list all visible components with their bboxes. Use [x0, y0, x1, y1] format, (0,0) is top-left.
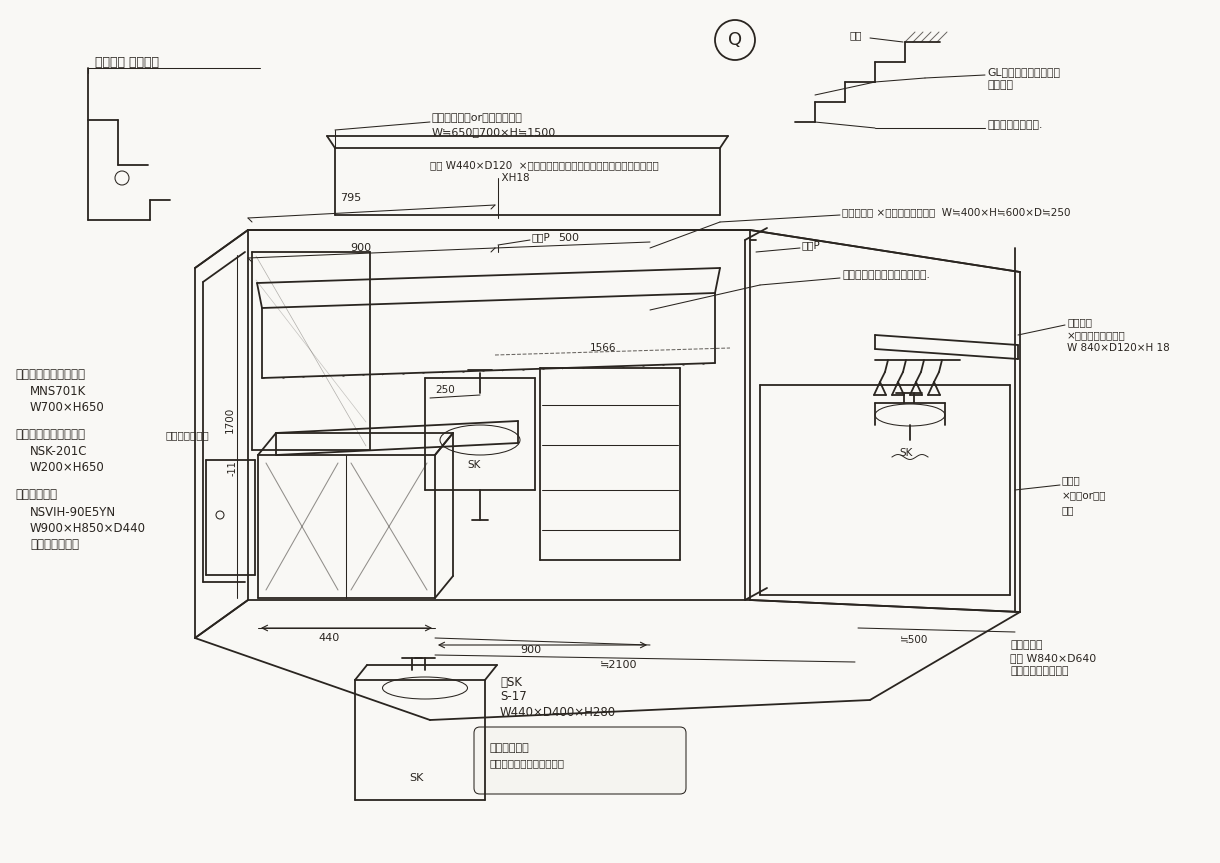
Text: 枠型: 枠型 — [850, 30, 863, 40]
Text: 物干P: 物干P — [802, 240, 821, 250]
Text: 物干P: 物干P — [532, 232, 550, 242]
Text: 440: 440 — [318, 633, 339, 643]
Text: S-17: S-17 — [500, 690, 527, 703]
Text: 1566: 1566 — [590, 343, 616, 353]
Text: 洗濯機パン: 洗濯機パン — [1010, 640, 1043, 650]
Text: SK: SK — [467, 460, 481, 470]
Text: 棚型電面 間接照明: 棚型電面 間接照明 — [95, 56, 159, 70]
Text: 検討: 検討 — [1061, 505, 1075, 515]
Text: W200×H650: W200×H650 — [30, 462, 105, 475]
Text: ≒2100: ≒2100 — [600, 660, 638, 670]
Text: ≒500: ≒500 — [900, 635, 928, 645]
Text: 1700: 1700 — [224, 406, 235, 433]
Text: どうか？: どうか？ — [987, 80, 1013, 90]
Text: ・変面化粧台: ・変面化粧台 — [15, 488, 57, 501]
Text: ・ミラーキャビネット: ・ミラーキャビネット — [15, 369, 85, 381]
Text: 埋込棚造作 ×ラミンポリ化粧板  W≒400×H≒600×D≒250: 埋込棚造作 ×ラミンポリ化粧板 W≒400×H≒600×D≒250 — [842, 207, 1070, 217]
Text: MNS701K: MNS701K — [30, 386, 87, 399]
Text: 795: 795 — [340, 193, 361, 203]
Text: XH18: XH18 — [429, 173, 529, 183]
Text: 配管の関係上: 配管の関係上 — [490, 743, 529, 753]
Text: SK: SK — [409, 773, 423, 783]
Text: 500: 500 — [558, 233, 580, 243]
Text: 高さを確認したい.: 高さを確認したい. — [987, 120, 1042, 130]
FancyBboxPatch shape — [475, 727, 686, 794]
Text: 棚板 W440×D120  ×ラミン、ポリ化粧板、下部ハンガーパイプ取付: 棚板 W440×D120 ×ラミン、ポリ化粧板、下部ハンガーパイプ取付 — [429, 160, 659, 170]
Text: ・ミドルキャビネット: ・ミドルキャビネット — [15, 429, 85, 442]
Text: Q: Q — [728, 31, 742, 49]
Text: W440×D400×H280: W440×D400×H280 — [500, 705, 616, 719]
Text: ×ラミンポリ化粧板: ×ラミンポリ化粧板 — [1068, 330, 1126, 340]
Text: ・SK: ・SK — [500, 676, 522, 689]
Text: W700×H650: W700×H650 — [30, 401, 105, 414]
Text: 250: 250 — [436, 385, 455, 395]
Text: 化粧スレート板: 化粧スレート板 — [165, 430, 209, 440]
Text: W 840×D120×H 18: W 840×D120×H 18 — [1068, 343, 1170, 353]
Text: 900: 900 — [520, 645, 542, 655]
Text: GL仕上は現状のままか: GL仕上は現状のままか — [987, 67, 1060, 77]
Text: W900×H850×D440: W900×H850×D440 — [30, 521, 146, 534]
Text: 棚板取付: 棚板取付 — [1068, 317, 1092, 327]
Text: SK: SK — [899, 448, 913, 458]
Text: -11: -11 — [228, 460, 238, 476]
Text: 最大 W840×D640: 最大 W840×D640 — [1010, 653, 1097, 663]
Text: 収納棚（造作or既製品検討）: 収納棚（造作or既製品検討） — [432, 113, 523, 123]
Text: W≒650～700×H≒1500: W≒650～700×H≒1500 — [432, 127, 556, 137]
Text: NSVIH-90E5YN: NSVIH-90E5YN — [30, 506, 116, 519]
Text: 水栓取出位置、施工時要確認.: 水栓取出位置、施工時要確認. — [842, 270, 930, 280]
Text: NSK-201C: NSK-201C — [30, 445, 88, 458]
Text: カウンター造作の可能性あ: カウンター造作の可能性あ — [490, 758, 565, 768]
Text: 洗濯機: 洗濯機 — [1061, 475, 1081, 485]
Text: 900: 900 — [350, 243, 371, 253]
Text: ×既設or新規: ×既設or新規 — [1061, 490, 1107, 500]
Text: （実径形仕様）: （実径形仕様） — [30, 538, 79, 551]
Text: 洗濯機機種選定の上: 洗濯機機種選定の上 — [1010, 666, 1069, 676]
